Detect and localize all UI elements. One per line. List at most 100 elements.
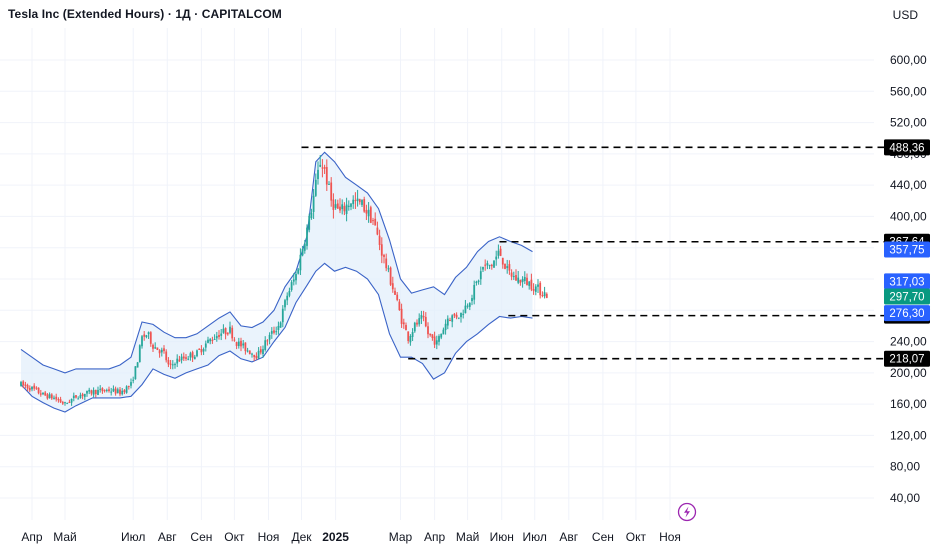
candle-body xyxy=(169,363,172,365)
candle-body xyxy=(207,339,209,343)
candle-body xyxy=(198,348,201,350)
candles xyxy=(20,155,548,406)
candle-body xyxy=(189,353,192,358)
candle-body xyxy=(35,387,38,389)
candle-body xyxy=(479,271,482,280)
candle-body xyxy=(306,227,308,246)
horizontal-levels[interactable] xyxy=(301,146,885,360)
candle-body xyxy=(424,316,427,327)
candle-body xyxy=(55,396,58,400)
candle-body xyxy=(385,258,388,269)
candle-body xyxy=(523,277,526,282)
y-tick-label: 400,00 xyxy=(890,209,927,223)
candle-body xyxy=(119,389,121,395)
candle-body xyxy=(398,301,401,311)
candle-body xyxy=(501,257,504,265)
candle-body xyxy=(114,388,117,394)
candle-body xyxy=(416,322,418,325)
x-tick-label: Окт xyxy=(224,530,245,544)
candle-body xyxy=(543,292,546,297)
candle-body xyxy=(380,244,383,256)
candle-body xyxy=(277,325,280,331)
candle-body xyxy=(101,388,104,392)
band_lower-price-tag-bg xyxy=(884,305,930,322)
candle-body xyxy=(363,199,366,212)
candle-body xyxy=(444,323,447,331)
candle-body xyxy=(394,290,396,295)
candle-body xyxy=(33,385,36,389)
candle-body xyxy=(534,286,537,292)
candle-body xyxy=(297,269,300,274)
candle-body xyxy=(209,339,212,342)
candle-body xyxy=(431,334,434,338)
candle-body xyxy=(57,399,60,401)
candle-body xyxy=(438,336,440,342)
candle-body xyxy=(66,403,69,405)
grid xyxy=(0,28,874,520)
candle-body xyxy=(446,318,449,326)
candle-body xyxy=(510,272,513,277)
candle-body xyxy=(477,280,480,282)
x-axis[interactable]: Апр Май Июл Авг Сен Окт Ноя Дек 2025 Мар Апр Май Июн… xyxy=(21,530,681,544)
candle-body xyxy=(196,350,198,357)
candle-body xyxy=(391,283,394,290)
candle-body xyxy=(468,303,471,307)
candle-body xyxy=(493,260,495,268)
candle-body xyxy=(68,401,71,403)
x-tick-label: Май xyxy=(53,530,77,544)
candle-body xyxy=(526,277,528,285)
y-tick-label: 200,00 xyxy=(890,366,927,380)
candle-body xyxy=(112,388,115,392)
x-tick-label: Июл xyxy=(121,530,145,544)
candle-body xyxy=(253,354,256,358)
candle-body xyxy=(405,325,407,331)
candle-body xyxy=(163,348,165,352)
band_mid-price-tag-bg xyxy=(884,273,930,290)
candle-body xyxy=(229,326,231,333)
candle-body xyxy=(356,198,359,201)
candle-body xyxy=(202,349,205,352)
lightning-event-icon[interactable] xyxy=(677,502,697,522)
candle-body xyxy=(171,364,174,366)
candle-body xyxy=(440,333,443,338)
candle-body xyxy=(154,347,157,349)
candle-body xyxy=(367,209,370,217)
candle-body xyxy=(442,329,445,335)
candle-body xyxy=(275,331,278,333)
y-tick-label: 80,00 xyxy=(890,460,920,474)
x-tick-label: 2025 xyxy=(322,530,349,544)
candle-body xyxy=(325,167,328,185)
x-tick-label: Дек xyxy=(291,530,312,544)
candle-body xyxy=(270,331,273,334)
candle-body xyxy=(420,315,423,319)
x-tick-label: Апр xyxy=(21,530,43,544)
candle-body xyxy=(180,356,183,361)
candle-body xyxy=(284,300,286,308)
candle-body xyxy=(240,340,242,347)
candle-body xyxy=(204,343,207,348)
candle-body xyxy=(532,289,535,291)
candle-body xyxy=(127,385,130,387)
candle-body xyxy=(218,335,220,337)
candle-body xyxy=(530,279,533,290)
candle-body xyxy=(490,264,493,267)
candle-body xyxy=(475,281,478,284)
candle-body xyxy=(330,182,333,201)
bollinger-bands xyxy=(20,151,533,413)
y-tick-label: 600,00 xyxy=(890,53,927,67)
candle-body xyxy=(354,200,357,202)
candle-body xyxy=(268,334,271,340)
candle-body xyxy=(383,255,385,257)
x-tick-label: Ноя xyxy=(258,530,280,544)
y-tick-label: 120,00 xyxy=(890,428,927,442)
candle-body xyxy=(28,387,31,391)
candle-body xyxy=(61,401,64,404)
candle-body xyxy=(378,235,381,245)
candle-body xyxy=(537,284,539,287)
x-tick-label: Сен xyxy=(592,530,614,544)
candle-body xyxy=(343,206,346,212)
candle-body xyxy=(246,350,249,352)
candle-body xyxy=(453,313,456,316)
candle-body xyxy=(145,335,148,338)
